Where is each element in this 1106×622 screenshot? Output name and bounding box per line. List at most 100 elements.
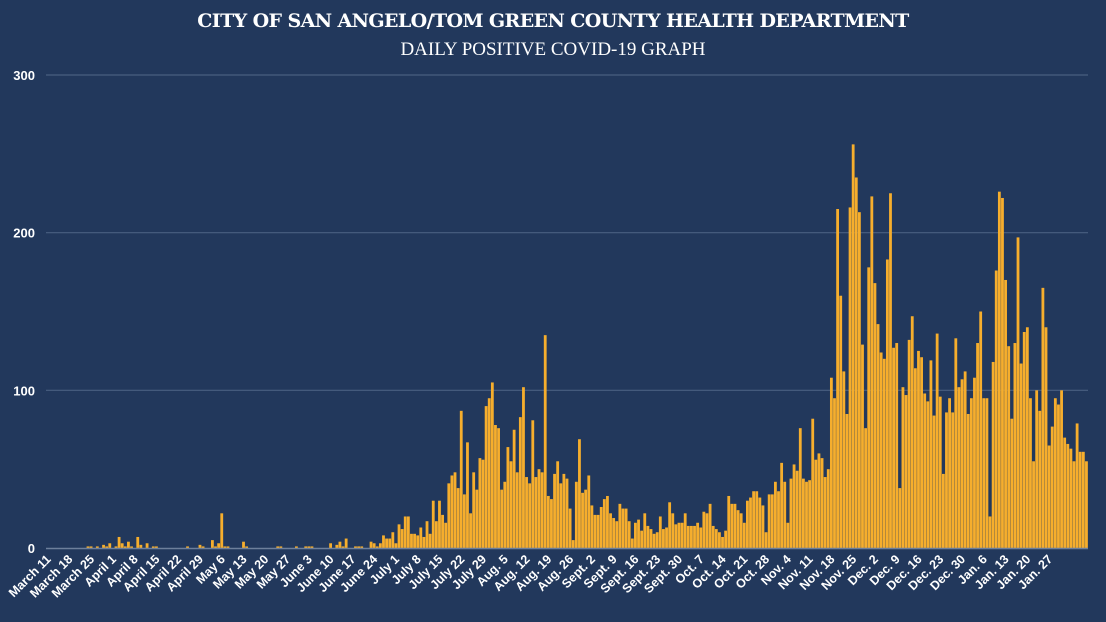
bar <box>155 546 158 548</box>
bar <box>612 518 616 548</box>
bar <box>462 494 466 548</box>
bar <box>1063 437 1067 548</box>
bar <box>434 521 438 548</box>
bar <box>690 525 693 548</box>
bar <box>721 536 724 548</box>
bar <box>1078 451 1082 548</box>
bar <box>428 533 432 548</box>
bar <box>833 398 836 548</box>
bar <box>1001 197 1004 549</box>
bar <box>1053 398 1057 548</box>
bar <box>814 459 818 548</box>
bar <box>708 503 712 548</box>
bar <box>705 513 709 548</box>
bar <box>114 546 118 548</box>
bar <box>130 546 133 548</box>
bar <box>388 538 392 548</box>
bar <box>969 398 973 548</box>
bar <box>792 464 796 548</box>
bar <box>515 472 519 548</box>
bar <box>108 543 112 548</box>
bar <box>441 514 444 548</box>
bar <box>795 470 799 548</box>
bar <box>419 527 423 548</box>
bar <box>447 483 451 548</box>
bar <box>139 544 143 548</box>
bar <box>976 343 979 548</box>
bar <box>117 536 121 548</box>
bar <box>746 500 749 548</box>
bar <box>1060 390 1063 548</box>
bar <box>764 532 768 548</box>
bar <box>1022 332 1026 548</box>
bar <box>406 516 410 548</box>
bar <box>749 497 752 548</box>
bar <box>584 489 588 548</box>
bar <box>438 500 441 548</box>
bar <box>525 477 528 548</box>
bar <box>397 524 401 548</box>
bar <box>450 475 454 548</box>
bar <box>767 494 771 548</box>
bar <box>509 461 513 548</box>
bar <box>842 371 846 548</box>
bar <box>472 472 476 548</box>
bar <box>991 361 995 548</box>
bar <box>484 406 488 548</box>
bar <box>1035 390 1039 548</box>
bar <box>686 525 690 548</box>
bar <box>512 429 516 548</box>
bar <box>341 546 345 548</box>
bar <box>932 415 936 548</box>
bar <box>211 540 214 548</box>
bar <box>624 508 628 548</box>
bar <box>662 529 665 548</box>
bar <box>556 461 560 548</box>
bar <box>892 347 895 548</box>
bar <box>861 344 864 548</box>
bar <box>550 499 553 548</box>
bar <box>895 343 899 548</box>
bar <box>839 295 843 548</box>
y-tick-label: 100 <box>13 383 35 398</box>
chart-subtitle: DAILY POSITIVE COVID-19 GRAPH <box>400 39 706 60</box>
bar <box>431 500 435 548</box>
bar <box>643 513 647 548</box>
bar <box>948 398 951 548</box>
bar <box>994 270 998 548</box>
bar <box>621 508 625 548</box>
bar <box>410 533 413 548</box>
bar <box>329 543 333 548</box>
bar <box>120 543 124 548</box>
bar <box>571 540 575 548</box>
bar <box>618 503 622 548</box>
y-tick-label: 200 <box>13 226 35 241</box>
bar <box>811 418 815 548</box>
bar <box>674 524 678 548</box>
bar <box>574 481 578 548</box>
bar <box>1085 461 1088 548</box>
bar <box>823 477 827 548</box>
bar <box>245 546 249 548</box>
bar <box>848 207 852 548</box>
bar <box>1016 237 1020 548</box>
bar <box>606 495 609 548</box>
bar <box>826 469 830 548</box>
bar <box>562 473 566 548</box>
bar <box>459 410 463 548</box>
bar <box>599 507 603 548</box>
bar <box>559 483 563 548</box>
bar <box>770 494 774 548</box>
bar <box>929 360 933 548</box>
bar <box>786 522 790 548</box>
bar <box>565 478 569 548</box>
bar <box>537 469 541 548</box>
bar <box>1013 343 1017 548</box>
bar <box>102 544 105 548</box>
bar <box>518 417 522 548</box>
bar <box>926 401 930 548</box>
bar <box>615 521 619 548</box>
bar <box>214 546 217 548</box>
bar <box>145 543 149 548</box>
bar <box>777 491 780 548</box>
